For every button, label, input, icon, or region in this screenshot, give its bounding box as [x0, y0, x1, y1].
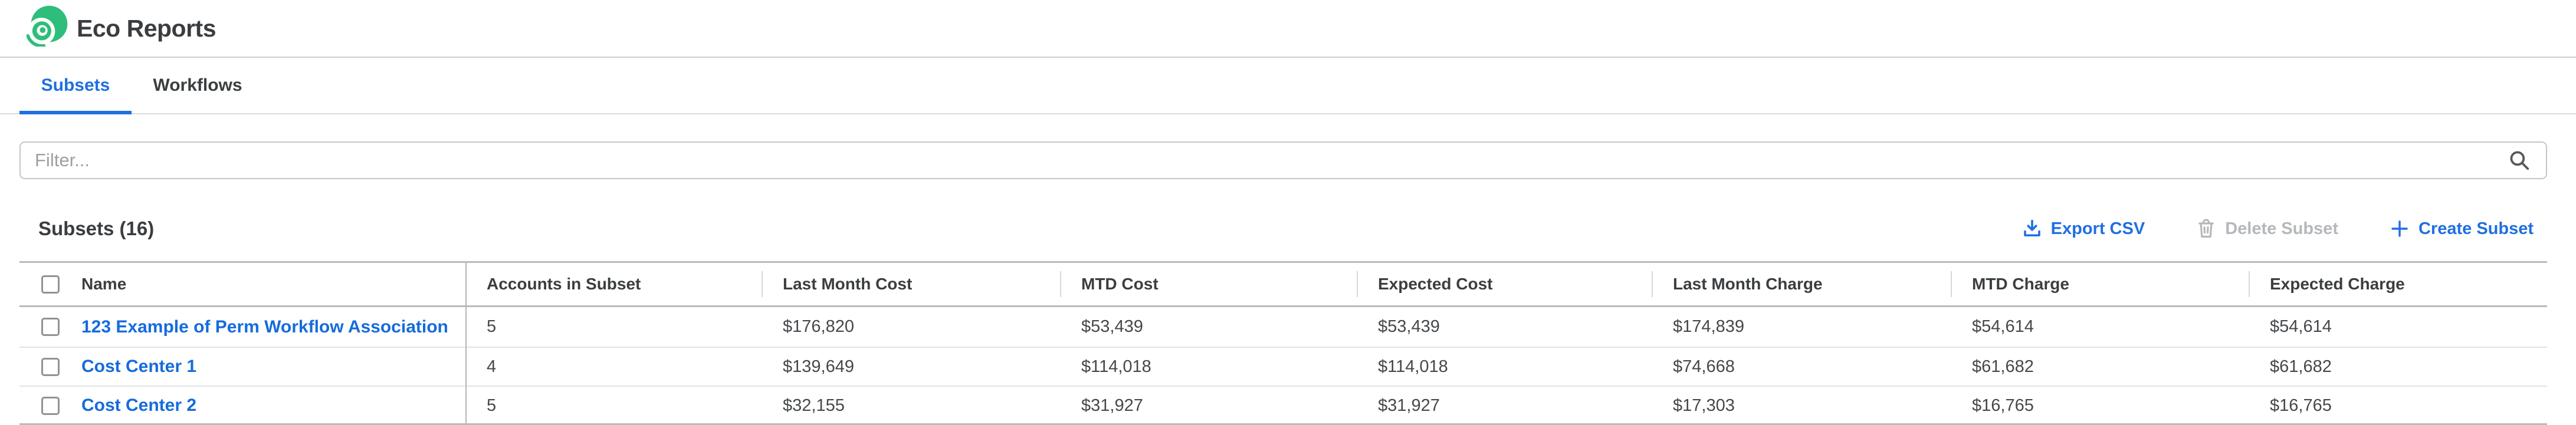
- download-icon: [2023, 219, 2040, 237]
- column-divider: [1357, 271, 1358, 297]
- trash-icon: [2198, 219, 2214, 238]
- cell-last-month-cost: $139,649: [783, 357, 854, 376]
- cell-accounts: 4: [487, 357, 497, 376]
- cell-mtd-cost: $53,439: [1081, 317, 1143, 336]
- list-header: Subsets (16) Export CSV Delete Sub: [0, 212, 2576, 245]
- create-subset-button[interactable]: Create Subset: [2389, 218, 2534, 239]
- cell-last-month-cost: $32,155: [783, 396, 845, 415]
- eco-logo-icon: [27, 5, 68, 47]
- cell-mtd-charge: $54,614: [1972, 317, 2034, 336]
- column-header-mtd-cost: MTD Cost: [1081, 275, 1159, 293]
- row-cell-name: Cost Center 1: [19, 357, 465, 377]
- cell-last-month-charge: $17,303: [1673, 396, 1735, 415]
- action-buttons: Export CSV Delete Subset Create Subset: [2022, 218, 2534, 239]
- tab-subsets[interactable]: Subsets: [19, 58, 132, 114]
- column-divider: [1951, 271, 1952, 297]
- list-title: Subsets (16): [38, 218, 155, 239]
- row-checkbox[interactable]: [41, 357, 60, 376]
- cell-expected-cost: $53,439: [1378, 317, 1440, 336]
- delete-subset-button[interactable]: Delete Subset: [2196, 218, 2338, 239]
- column-header-name: Name: [81, 275, 127, 293]
- cell-expected-charge: $54,614: [2270, 317, 2332, 336]
- subset-link[interactable]: Cost Center 2: [81, 396, 197, 415]
- column-header-expected-charge: Expected Charge: [2270, 275, 2405, 293]
- app-header: Eco Reports: [0, 0, 2576, 58]
- cell-mtd-charge: $16,765: [1972, 396, 2034, 415]
- cell-mtd-cost: $114,018: [1081, 357, 1151, 376]
- column-divider: [1652, 271, 1653, 297]
- table-row: 123 Example of Perm Workflow Association…: [19, 307, 2547, 347]
- row-checkbox[interactable]: [41, 396, 60, 415]
- cell-expected-cost: $114,018: [1378, 357, 1448, 376]
- row-cell-name: 123 Example of Perm Workflow Association: [19, 317, 465, 337]
- select-all-checkbox[interactable]: [41, 275, 60, 294]
- cell-last-month-cost: $176,820: [783, 317, 854, 336]
- subset-link[interactable]: 123 Example of Perm Workflow Association: [81, 317, 448, 337]
- cell-accounts: 5: [487, 317, 497, 336]
- row-checkbox[interactable]: [41, 318, 60, 336]
- table-header-row: Name Accounts in Subset Last Month Cost …: [19, 263, 2547, 307]
- delete-subset-label: Delete Subset: [2225, 219, 2338, 238]
- table-row: Cost Center 2 5 $32,155 $31,927 $31,927 …: [19, 386, 2547, 424]
- tab-workflows[interactable]: Workflows: [153, 75, 242, 95]
- cell-last-month-charge: $174,839: [1673, 317, 1744, 336]
- plus-icon: [2391, 220, 2408, 237]
- cell-mtd-cost: $31,927: [1081, 396, 1143, 415]
- name-column-divider: [465, 263, 467, 423]
- cell-expected-charge: $16,765: [2270, 396, 2332, 415]
- subset-link[interactable]: Cost Center 1: [81, 357, 197, 376]
- search-icon[interactable]: [2508, 149, 2531, 172]
- column-header-last-month-cost: Last Month Cost: [783, 275, 913, 293]
- header-cell-name: Name: [19, 275, 465, 294]
- column-divider: [2249, 271, 2250, 297]
- row-cell-name: Cost Center 2: [19, 396, 465, 416]
- export-csv-label: Export CSV: [2050, 219, 2145, 238]
- filter-box: [19, 141, 2547, 179]
- column-divider: [762, 271, 763, 297]
- create-subset-label: Create Subset: [2418, 219, 2534, 238]
- tab-bar: Subsets Workflows: [0, 58, 2576, 114]
- cell-accounts: 5: [487, 396, 497, 415]
- export-csv-button[interactable]: Export CSV: [2022, 218, 2145, 239]
- column-header-last-month-charge: Last Month Charge: [1673, 275, 1823, 293]
- column-divider: [1060, 271, 1061, 297]
- column-header-expected-cost: Expected Cost: [1378, 275, 1493, 293]
- cell-mtd-charge: $61,682: [1972, 357, 2034, 376]
- filter-input[interactable]: [21, 143, 2508, 178]
- subsets-table: Name Accounts in Subset Last Month Cost …: [19, 261, 2547, 425]
- column-header-mtd-charge: MTD Charge: [1972, 275, 2069, 293]
- cell-expected-cost: $31,927: [1378, 396, 1440, 415]
- cell-expected-charge: $61,682: [2270, 357, 2332, 376]
- cell-last-month-charge: $74,668: [1673, 357, 1735, 376]
- page-title: Eco Reports: [77, 14, 216, 42]
- column-header-accounts: Accounts in Subset: [487, 275, 641, 293]
- table-row: Cost Center 1 4 $139,649 $114,018 $114,0…: [19, 347, 2547, 386]
